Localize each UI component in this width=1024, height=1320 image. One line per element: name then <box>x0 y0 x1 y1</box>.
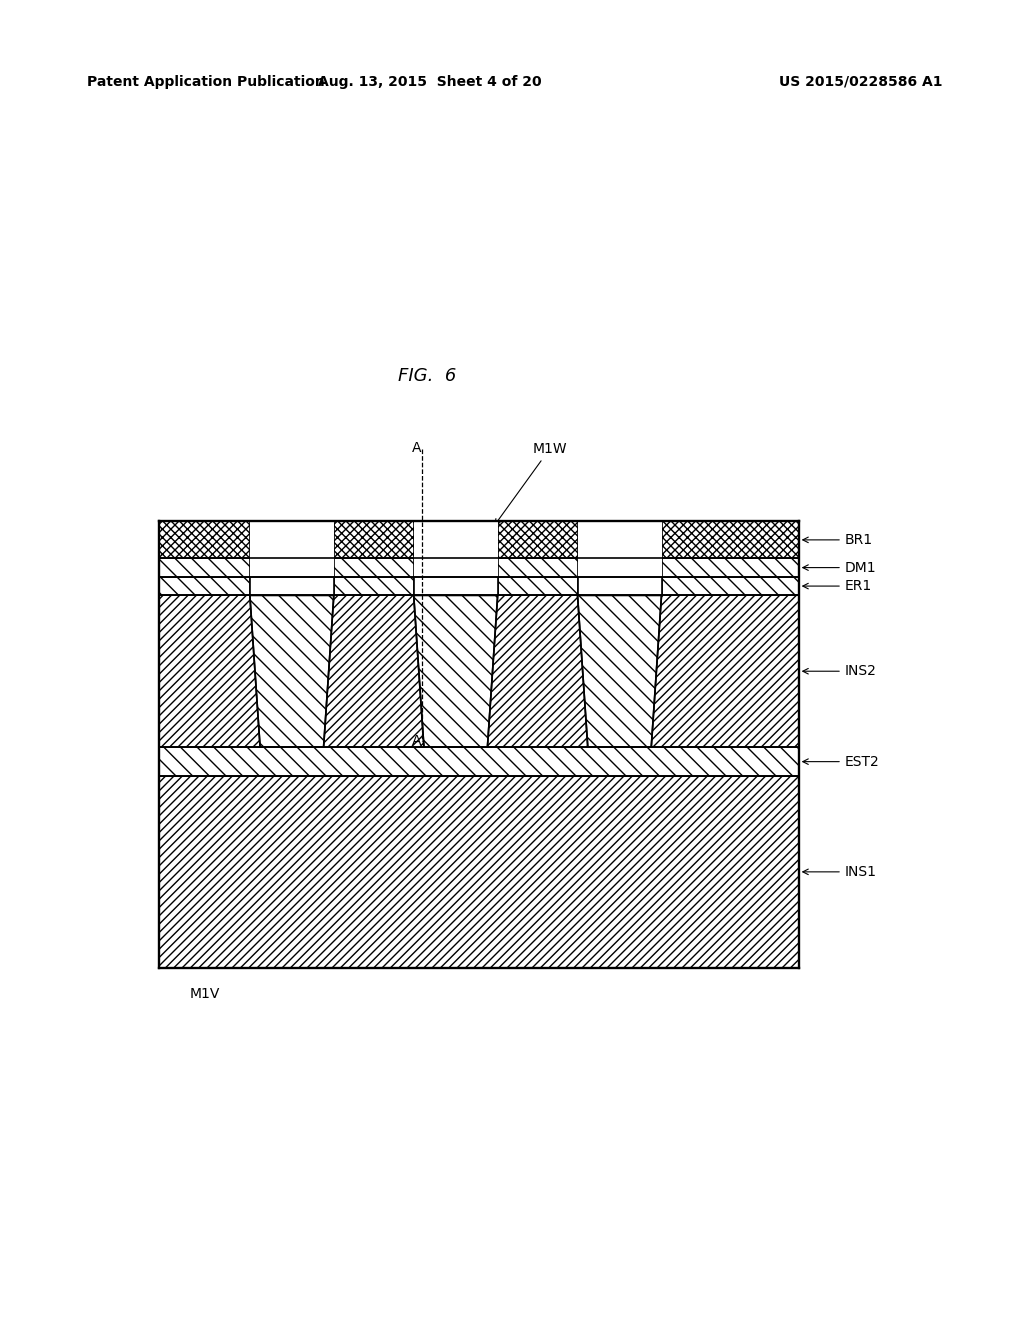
Text: EST2: EST2 <box>803 755 880 768</box>
Polygon shape <box>578 595 662 747</box>
Text: BR1: BR1 <box>803 533 872 546</box>
Bar <box>578 521 662 595</box>
Bar <box>414 521 498 595</box>
Bar <box>578 577 662 595</box>
Bar <box>250 521 334 595</box>
Text: A: A <box>412 441 422 455</box>
Bar <box>159 747 799 776</box>
Bar <box>159 521 799 558</box>
Bar <box>414 577 498 595</box>
Polygon shape <box>414 595 498 747</box>
Polygon shape <box>414 595 498 747</box>
Bar <box>578 521 662 595</box>
Polygon shape <box>250 595 334 747</box>
Polygon shape <box>578 595 662 747</box>
Text: M1V: M1V <box>189 987 220 1002</box>
Bar <box>414 577 498 595</box>
Bar <box>159 595 799 747</box>
Text: DM1: DM1 <box>803 561 877 574</box>
Text: INS2: INS2 <box>803 664 877 678</box>
Text: M1W: M1W <box>495 442 567 525</box>
Bar <box>159 577 799 595</box>
Text: Patent Application Publication: Patent Application Publication <box>87 75 325 88</box>
Text: A: A <box>412 734 422 748</box>
Text: INS1: INS1 <box>803 865 877 879</box>
Text: Aug. 13, 2015  Sheet 4 of 20: Aug. 13, 2015 Sheet 4 of 20 <box>318 75 542 88</box>
Bar <box>414 521 498 595</box>
Bar <box>250 577 334 595</box>
Text: ER1: ER1 <box>803 579 872 593</box>
Bar <box>578 577 662 595</box>
Bar <box>159 558 799 577</box>
Text: FIG.  6: FIG. 6 <box>398 367 457 385</box>
Bar <box>159 776 799 968</box>
Text: US 2015/0228586 A1: US 2015/0228586 A1 <box>778 75 942 88</box>
Polygon shape <box>250 595 334 747</box>
Bar <box>250 577 334 595</box>
Bar <box>250 521 334 595</box>
